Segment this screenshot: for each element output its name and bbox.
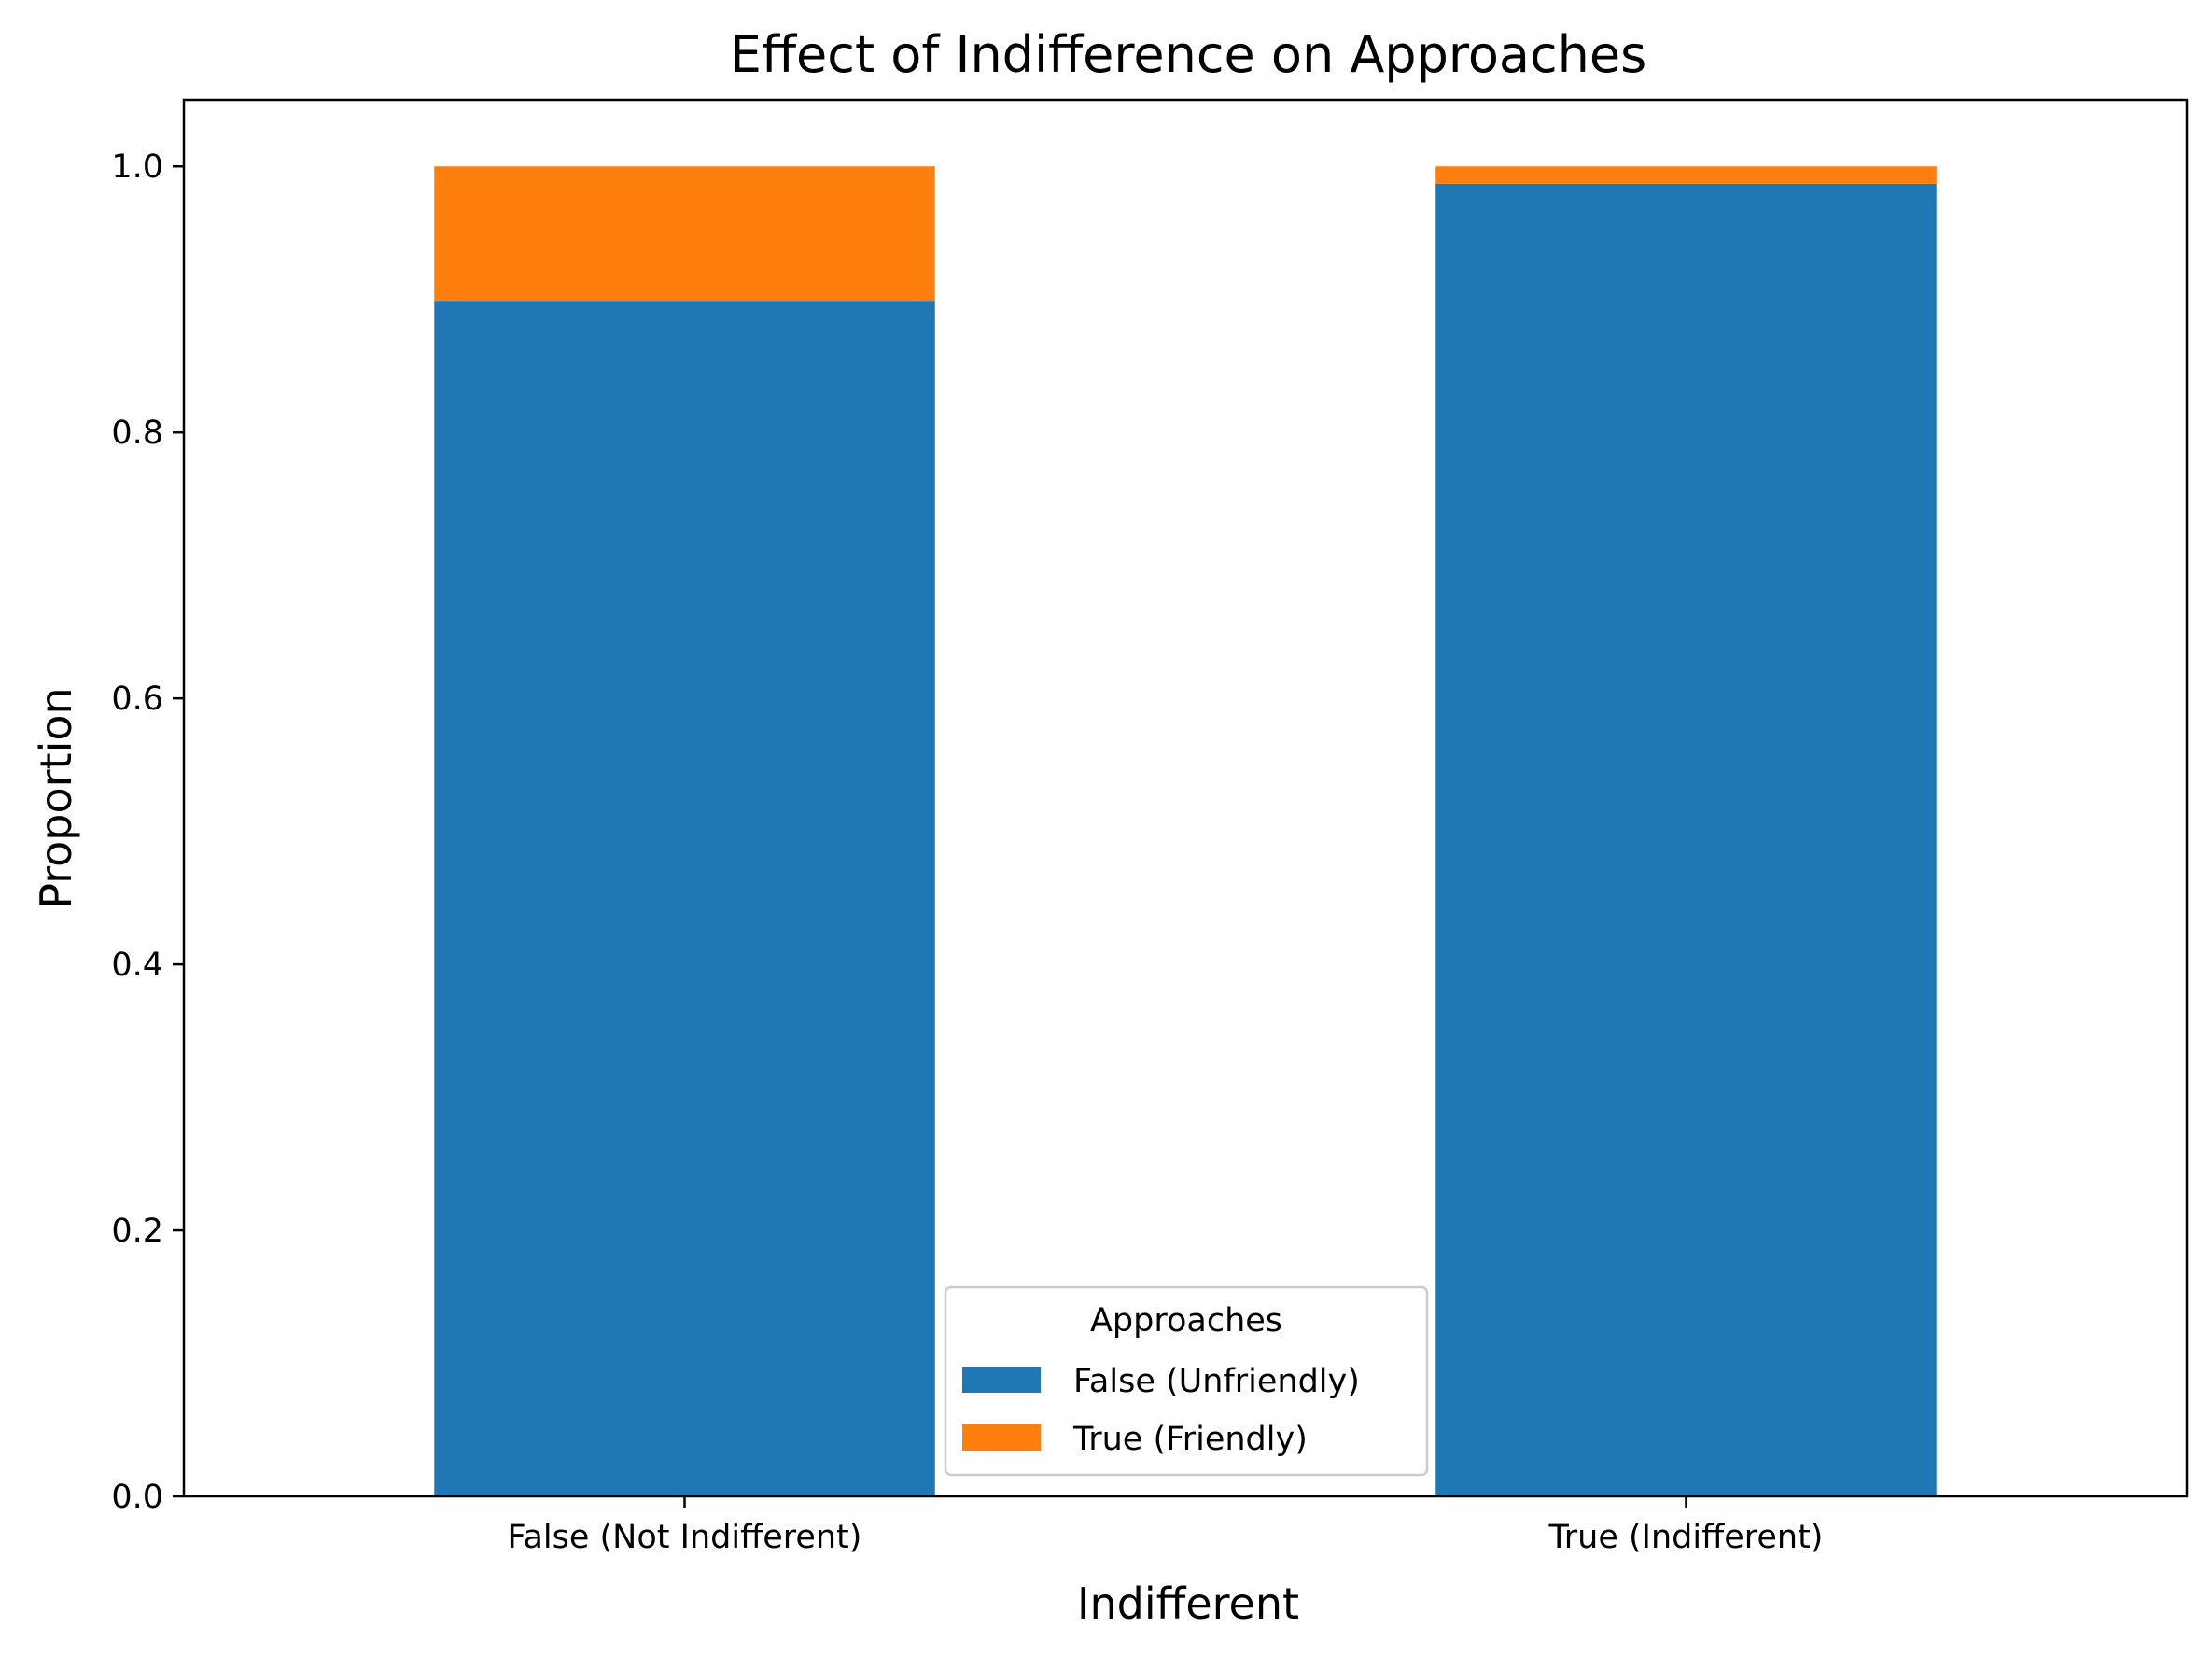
legend-box	[944, 1285, 1429, 1477]
legend-items: False (Unfriendly) True (Friendly)	[962, 1363, 1360, 1458]
legend-label-2: True (Friendly)	[1072, 1421, 1308, 1458]
legend-label-1: False (Unfriendly)	[1073, 1363, 1360, 1400]
legend: Approaches False (Unfriendly) True (Frien…	[944, 1285, 1429, 1477]
x-tick-label: True (Indifferent)	[1548, 1519, 1824, 1556]
y-axis-label: Proportion	[31, 687, 81, 908]
legend-title: Approaches	[1090, 1302, 1282, 1340]
y-tick-label: 0.2	[111, 1213, 163, 1250]
bars	[434, 166, 1937, 1496]
y-tick-label: 0.6	[111, 681, 163, 718]
x-axis-ticks: False (Not Indifferent) True (Indifferent…	[508, 1496, 1824, 1556]
y-axis-ticks: 0.0 0.2 0.4 0.6 0.8 1.0	[111, 148, 184, 1516]
y-tick-label: 0.8	[111, 414, 163, 452]
y-tick-label: 0.0	[111, 1479, 163, 1516]
y-tick-label: 0.4	[111, 947, 163, 984]
bar-2-series-2	[1435, 166, 1937, 184]
bar-1-series-2	[434, 166, 935, 302]
plot-frame	[182, 98, 2189, 1498]
bar-1-series-1	[434, 301, 935, 1496]
legend-swatch-1	[962, 1367, 1041, 1393]
chart-title: Effect of Indifference on Approaches	[730, 25, 1647, 84]
x-tick-label: False (Not Indifferent)	[508, 1519, 862, 1556]
legend-swatch-2	[962, 1424, 1041, 1451]
x-axis-label: Indifferent	[1077, 1579, 1299, 1629]
y-tick-label: 1.0	[111, 148, 163, 186]
bar-2-series-1	[1435, 183, 1937, 1496]
